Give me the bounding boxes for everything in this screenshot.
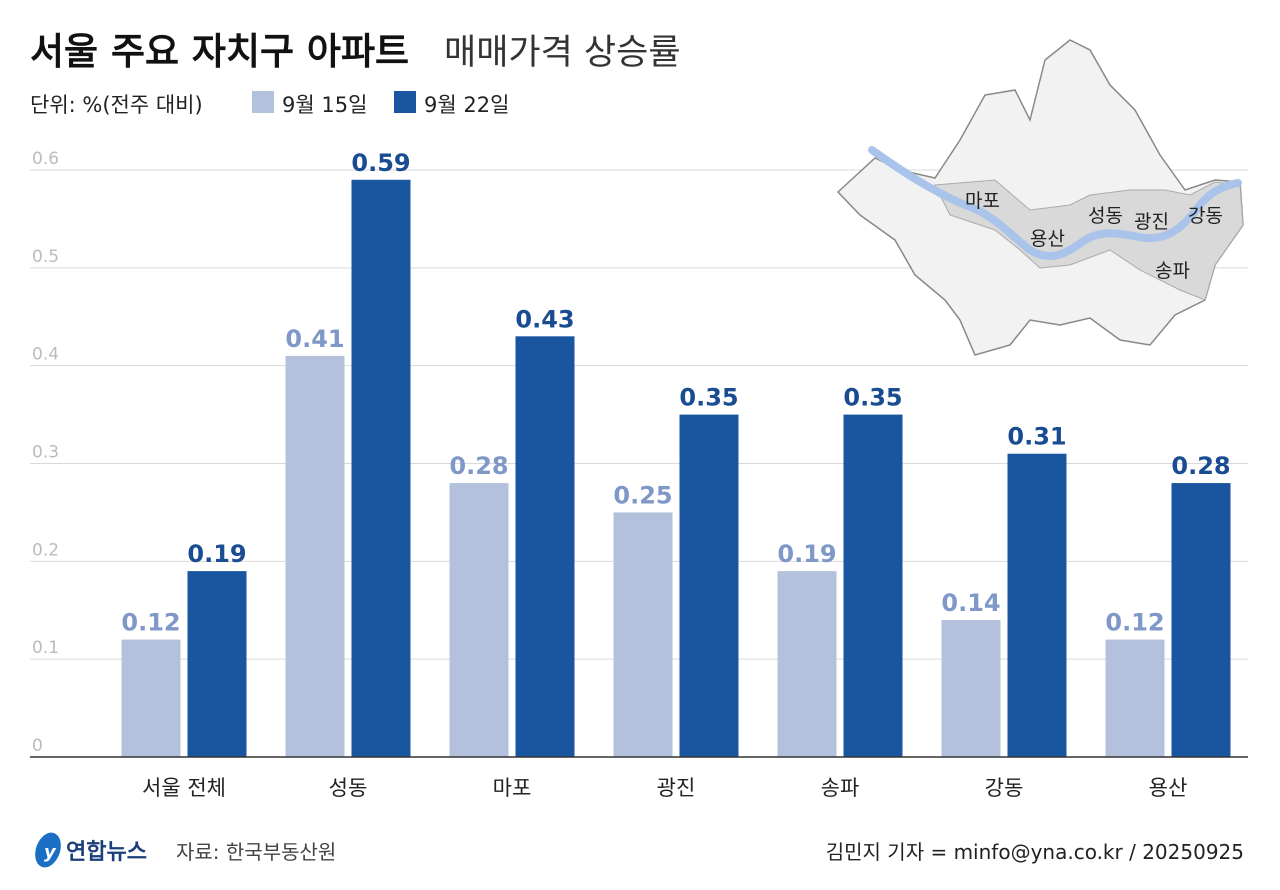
value-label: 0.12 <box>1105 609 1164 637</box>
logo-text: 연합뉴스 <box>66 839 147 865</box>
legend-swatch-1 <box>252 91 274 113</box>
bars: 0.12 0.19 0.41 0.59 0.28 0.43 0.25 0.35 0.19 0.35… <box>121 149 1231 758</box>
value-label: 0.35 <box>843 384 902 412</box>
seoul-map: 마포 용산 성동 광진 강동 송파 <box>836 39 1244 356</box>
x-tick-label: 성동 <box>329 776 368 800</box>
bar-1 <box>285 355 345 757</box>
value-label: 0.43 <box>515 305 574 333</box>
bar-2 <box>679 414 739 757</box>
map-label-yongsan: 용산 <box>1030 228 1065 250</box>
unit-label: 단위: %(전주 대비) <box>30 93 203 117</box>
chart-title-bold: 서울 주요 자치구 아파트 <box>30 30 409 73</box>
value-label: 0.31 <box>1007 423 1066 451</box>
map-label-gwangjin: 광진 <box>1134 211 1169 233</box>
x-tick-label: 마포 <box>493 776 532 800</box>
map-label-songpa: 송파 <box>1155 260 1190 282</box>
bar-1 <box>941 620 1001 757</box>
x-tick-label: 강동 <box>985 776 1024 800</box>
x-axis-labels: 서울 전체 성동 마포 광진 송파 강동 용산 <box>142 776 1187 800</box>
han-river <box>868 146 1242 261</box>
y-tick-label: 0 <box>32 736 43 756</box>
bar-2 <box>843 414 903 757</box>
bar-2 <box>187 571 247 757</box>
source-text: 자료: 한국부동산원 <box>176 840 336 864</box>
bar-1 <box>449 483 509 757</box>
y-tick-label: 0.1 <box>32 638 59 658</box>
x-tick-label: 용산 <box>1149 776 1188 800</box>
value-label: 0.19 <box>187 540 246 568</box>
y-tick-label: 0.2 <box>32 540 59 560</box>
bar-1 <box>613 512 673 757</box>
legend-label-2: 9월 22일 <box>424 93 509 117</box>
y-tick-label: 0.4 <box>32 345 59 365</box>
legend-label-1: 9월 15일 <box>282 93 367 117</box>
map-label-gangdong: 강동 <box>1188 205 1223 227</box>
value-label: 0.12 <box>121 609 180 637</box>
legend-swatch-2 <box>394 91 416 113</box>
credit-text: 김민지 기자 = minfo@yna.co.kr / 20250925 <box>826 840 1244 864</box>
x-tick-label: 송파 <box>821 776 860 800</box>
value-label: 0.28 <box>1171 452 1230 480</box>
bar-1 <box>1105 639 1165 757</box>
yonhap-logo-icon <box>35 832 61 868</box>
bar-2 <box>351 179 411 758</box>
value-label: 0.35 <box>679 384 738 412</box>
value-label: 0.19 <box>777 540 836 568</box>
chart-title-light: 매매가격 상승률 <box>444 33 681 73</box>
value-label: 0.28 <box>449 452 508 480</box>
footer: y 연합뉴스 자료: 한국부동산원 김민지 기자 = minfo@yna.co.… <box>35 832 1244 868</box>
bar-1 <box>777 571 837 757</box>
x-tick-label: 광진 <box>657 776 696 800</box>
value-label: 0.59 <box>351 149 410 177</box>
y-tick-label: 0.6 <box>32 149 59 169</box>
map-label-seongdong: 성동 <box>1088 205 1123 227</box>
value-label: 0.14 <box>941 589 1000 617</box>
bar-2 <box>1007 453 1067 757</box>
bar-2 <box>1171 483 1231 757</box>
x-tick-label: 서울 전체 <box>142 776 226 800</box>
bar-1 <box>121 639 181 757</box>
logo-glyph: y <box>44 842 57 863</box>
bar-2 <box>515 336 575 757</box>
y-tick-label: 0.3 <box>32 443 59 463</box>
value-label: 0.25 <box>613 481 672 509</box>
value-label: 0.41 <box>285 325 344 353</box>
map-label-mapo: 마포 <box>965 190 1000 212</box>
y-tick-label: 0.5 <box>32 247 59 267</box>
legend: 9월 15일 9월 22일 <box>252 91 509 117</box>
